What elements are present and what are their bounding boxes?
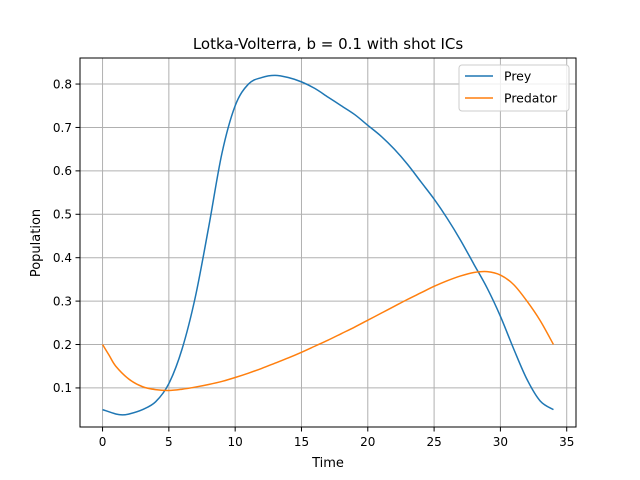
y-tick-label: 0.4 <box>53 251 72 265</box>
y-tick-label: 0.3 <box>53 294 72 308</box>
x-tick-label: 30 <box>493 435 508 449</box>
chart-title: Lotka-Volterra, b = 0.1 with shot ICs <box>193 35 464 53</box>
series-line-prey <box>102 74 554 416</box>
y-axis-label: Population <box>29 209 44 277</box>
y-tick-label: 0.7 <box>53 121 72 135</box>
y-tick-label: 0.5 <box>53 208 72 222</box>
x-tick-label: 20 <box>360 435 375 449</box>
x-tick-label: 15 <box>294 435 309 449</box>
legend: Prey Predator <box>458 64 570 112</box>
y-tick-label: 0.1 <box>53 381 72 395</box>
legend-label-prey: Prey <box>504 69 532 84</box>
x-tick-label: 35 <box>559 435 574 449</box>
legend-label-predator: Predator <box>504 91 558 106</box>
x-axis-label: Time <box>311 456 344 471</box>
y-tick-label: 0.2 <box>53 338 72 352</box>
axis-ticks: 0 5 10 15 20 25 30 35 0.1 0.2 0.3 0.4 0.5 0.6 0.7 0.8 <box>53 77 574 449</box>
series-line-predator <box>101 270 555 392</box>
x-tick-label: 0 <box>99 435 107 449</box>
x-tick-label: 5 <box>165 435 173 449</box>
x-tick-label: 25 <box>426 435 441 449</box>
y-tick-label: 0.8 <box>53 77 72 91</box>
y-tick-label: 0.6 <box>53 164 72 178</box>
x-tick-label: 10 <box>228 435 243 449</box>
series-lines <box>101 74 555 416</box>
plot-area-frame <box>79 57 577 428</box>
